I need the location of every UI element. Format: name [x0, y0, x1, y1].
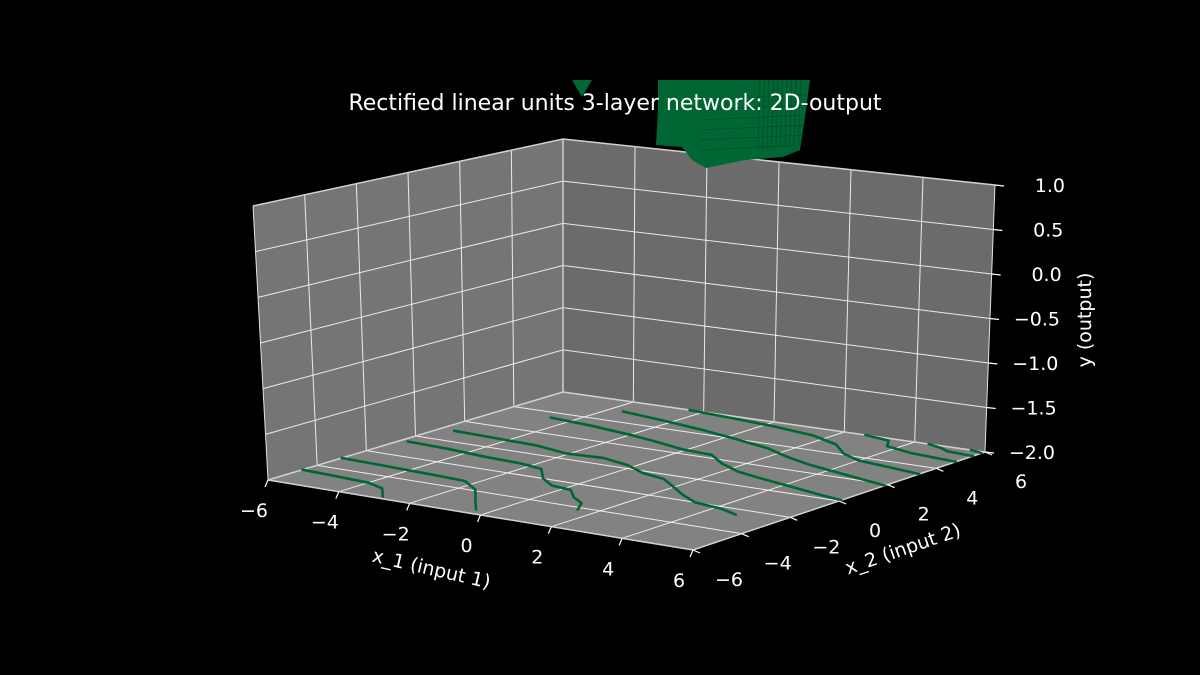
- x-tick-label: −4: [311, 512, 339, 534]
- contour-line: [927, 442, 975, 458]
- y-tick-label: 2: [918, 504, 930, 526]
- back-left-pane: [253, 139, 563, 480]
- grid-line: [464, 420, 888, 486]
- contour-line: [452, 429, 738, 517]
- z-tick-label: −2.0: [1009, 442, 1055, 464]
- surface-mesh-line: [699, 144, 807, 151]
- x-tick-label: 4: [602, 558, 614, 580]
- x-tick-mark: [618, 538, 623, 546]
- y-tick-mark: [936, 467, 944, 472]
- surface-plot: [572, 79, 810, 168]
- z-tick-mark: [991, 273, 1001, 276]
- surface-mesh-line: [793, 79, 797, 147]
- y-tick-label: 6: [1015, 471, 1027, 493]
- x-tick-label: 6: [673, 570, 685, 592]
- contour-line: [549, 416, 843, 502]
- z-tick-mark: [994, 184, 1005, 187]
- z-tick-mark: [989, 317, 1000, 321]
- z-tick-mark: [988, 362, 998, 365]
- z-tick-mark: [993, 228, 1003, 232]
- surface-patch: [572, 80, 592, 97]
- surface-mesh-line: [766, 79, 770, 150]
- x-tick-mark: [689, 549, 694, 558]
- x-tick-mark: [264, 479, 269, 488]
- surface-mesh-line: [699, 94, 807, 101]
- grid-line: [415, 435, 840, 502]
- surface-mesh-line: [762, 79, 765, 150]
- x-tick-label: −2: [382, 523, 410, 545]
- contour-line: [340, 456, 478, 511]
- z-tick-label: −1.5: [1011, 398, 1057, 420]
- z-tick-label: 0.0: [1031, 264, 1061, 286]
- y-tick-mark: [838, 500, 847, 505]
- z-axis-label: y (output): [1074, 273, 1096, 368]
- grid-line: [317, 464, 742, 535]
- x-tick-label: 2: [531, 547, 543, 569]
- z-tick-mark: [984, 451, 995, 454]
- contour-line: [621, 410, 887, 487]
- axis-ticks: −6 −4 −2 0 2 4 6 −6 −4 −2 0 2 4 6 −2.0 −1.5 −1.0 −0.5 0.0 0…: [240, 175, 1065, 592]
- y-tick-mark: [692, 549, 701, 554]
- contour-line: [969, 448, 983, 455]
- y-tick-mark: [887, 484, 895, 489]
- contour-line: [864, 433, 958, 464]
- z-tick-label: 0.5: [1033, 220, 1063, 242]
- y-tick-label: −6: [715, 569, 743, 591]
- surface-mesh-line: [757, 79, 761, 151]
- contour-lines: [301, 408, 983, 517]
- x-tick-mark: [547, 526, 552, 534]
- x-tick-label: −6: [240, 500, 268, 522]
- floor-pane: [268, 392, 985, 550]
- surface-mesh-line: [771, 79, 774, 149]
- y-tick-label: −4: [764, 553, 792, 575]
- x-tick-mark: [476, 514, 482, 523]
- y-tick-mark: [741, 533, 749, 538]
- contour-line: [301, 468, 385, 498]
- z-tick-mark: [986, 406, 996, 410]
- y-tick-label: 0: [869, 520, 881, 542]
- x-axis-label: x_1 (input 1): [370, 545, 493, 594]
- z-tick-label: 1.0: [1035, 175, 1065, 197]
- surface-mesh-line: [798, 79, 801, 146]
- y-tick-label: 4: [966, 487, 978, 509]
- z-tick-label: −0.5: [1014, 309, 1060, 331]
- surface-mesh-line: [699, 114, 807, 121]
- surface-mesh-line: [699, 134, 807, 141]
- grid-line: [366, 450, 791, 518]
- y-tick-label: −2: [812, 536, 840, 558]
- contour-line: [406, 440, 583, 511]
- surface-mesh-line: [699, 124, 807, 131]
- chart-title: Rectified linear units 3-layer network: …: [348, 91, 881, 116]
- y-axis-label: x_2 (input 2): [842, 519, 963, 579]
- x-tick-mark: [335, 491, 340, 499]
- surface-mesh: [699, 79, 807, 151]
- x-tick-mark: [406, 503, 411, 511]
- x-tick-label: 0: [460, 535, 472, 557]
- z-tick-label: −1.0: [1012, 353, 1058, 375]
- surface-mesh-line: [699, 104, 807, 111]
- y-tick-mark: [790, 516, 798, 521]
- contour-line: [688, 408, 921, 476]
